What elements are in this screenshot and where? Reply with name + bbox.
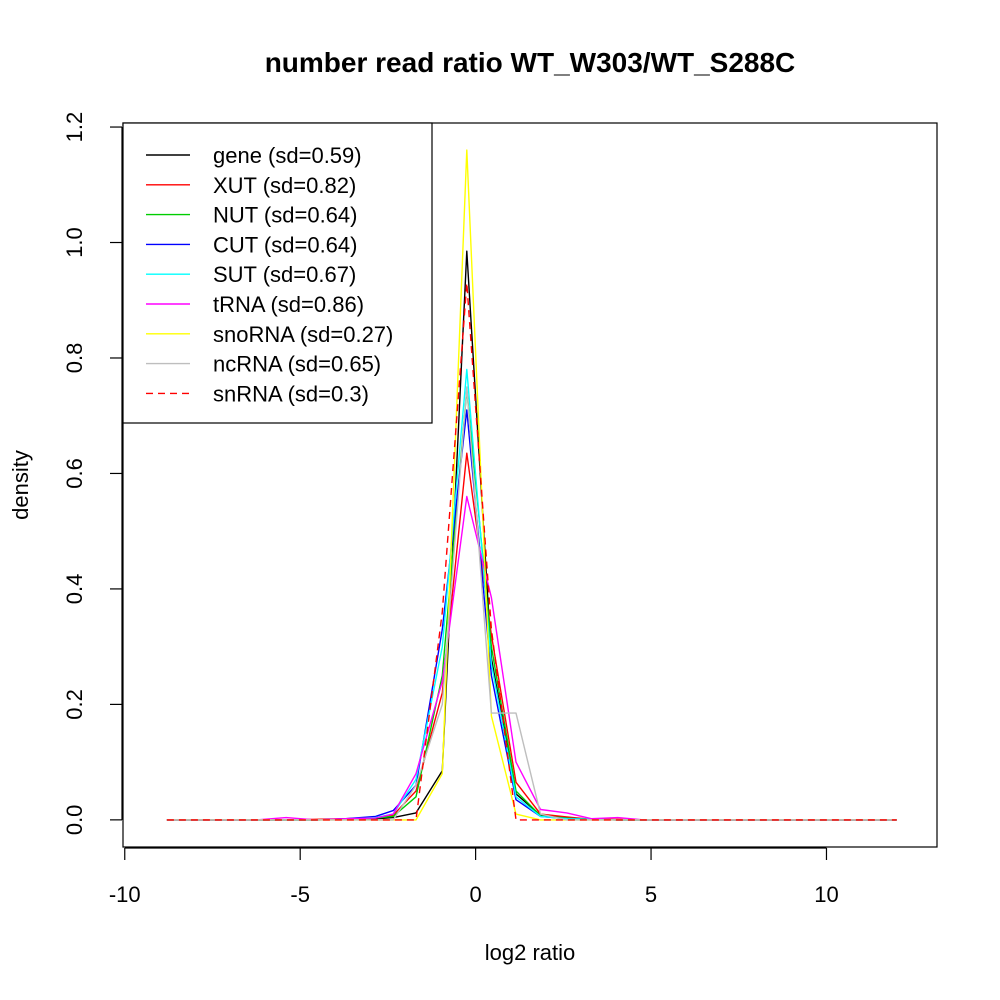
series-line-5	[166, 495, 897, 821]
series-line-2	[166, 389, 897, 821]
series-line-3	[166, 409, 897, 821]
x-tick-label: -5	[290, 882, 310, 907]
legend-label: CUT (sd=0.64)	[213, 232, 357, 257]
legend-label: tRNA (sd=0.86)	[213, 292, 364, 317]
x-axis: -10 -5 0 5 10	[109, 847, 839, 907]
x-tick-label: 5	[645, 882, 657, 907]
x-tick-label: 10	[814, 882, 838, 907]
legend-label: NUT (sd=0.64)	[213, 203, 357, 228]
series-line-7	[166, 386, 897, 821]
legend-label: SUT (sd=0.67)	[213, 262, 356, 287]
y-tick-label: 0.4	[62, 574, 87, 605]
y-axis: 0.0 0.2 0.4 0.6 0.8 1.0 1.2	[62, 112, 123, 836]
series-line-8	[166, 282, 897, 821]
plot-frame	[122, 122, 938, 848]
y-tick-label: 0.2	[62, 689, 87, 720]
y-tick-label: 1.2	[62, 112, 87, 143]
legend-label: snRNA (sd=0.3)	[213, 381, 369, 406]
series-line-1	[166, 452, 897, 821]
y-tick-label: 0.8	[62, 343, 87, 374]
legend-label: ncRNA (sd=0.65)	[213, 352, 381, 377]
y-axis-label: density	[8, 450, 33, 520]
x-tick-label: -10	[109, 882, 141, 907]
y-tick-label: 0.6	[62, 458, 87, 489]
chart-title: number read ratio WT_W303/WT_S288C	[265, 47, 796, 78]
legend-label: gene (sd=0.59)	[213, 143, 362, 168]
series-layer	[166, 149, 897, 821]
legend-box	[122, 122, 433, 424]
series-line-4	[166, 368, 897, 821]
x-axis-label: log2 ratio	[485, 940, 576, 965]
x-tick-label: 0	[469, 882, 481, 907]
y-tick-label: 1.0	[62, 227, 87, 258]
legend: gene (sd=0.59) XUT (sd=0.82) NUT (sd=0.64)…	[122, 122, 433, 424]
y-tick-label: 0.0	[62, 805, 87, 836]
legend-label: snoRNA (sd=0.27)	[213, 322, 393, 347]
legend-label: XUT (sd=0.82)	[213, 173, 356, 198]
